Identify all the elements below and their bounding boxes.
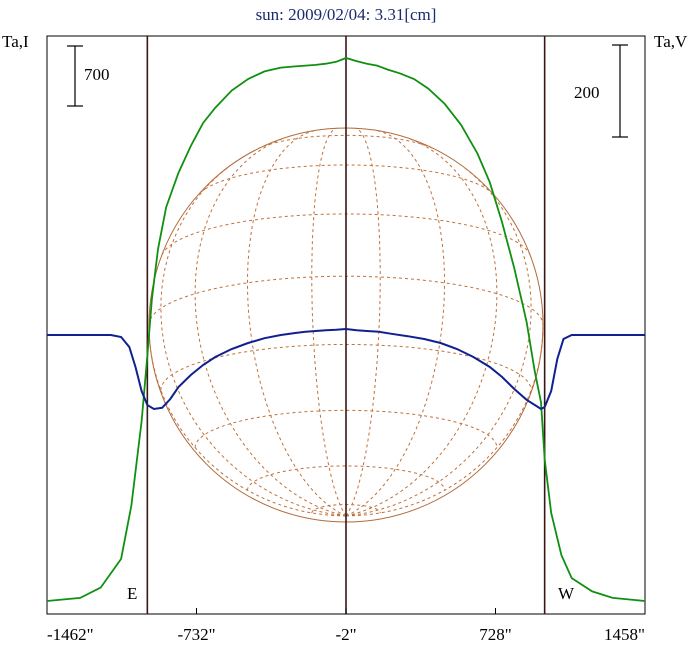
- meridian-line: [345, 127, 381, 517]
- meridian-line: [246, 129, 347, 517]
- x-tick-label: -2": [335, 625, 356, 644]
- meridian-line: [345, 324, 544, 517]
- chart-title: sun: 2009/02/04: 3.31[cm]: [256, 5, 437, 24]
- meridian-line: [311, 127, 347, 517]
- west-limb-label: W: [558, 584, 575, 603]
- meridian-line: [345, 129, 446, 517]
- right-scale-bar: 200: [574, 44, 628, 138]
- meridian-line: [345, 165, 532, 517]
- parallel-line: [247, 465, 445, 491]
- meridian-line: [148, 324, 347, 517]
- right-scale-bar-label: 200: [574, 83, 600, 102]
- left-axis-label: Ta,I: [2, 32, 29, 51]
- x-tick-label: -732": [177, 625, 215, 644]
- x-tick-label: 1458": [604, 625, 645, 644]
- meridian-line: [345, 137, 498, 517]
- meridian-line: [194, 137, 347, 517]
- right-axis-label: Ta,V: [654, 32, 688, 51]
- parallel-line: [194, 409, 498, 448]
- x-tick-label: -1462": [47, 625, 94, 644]
- left-scale-bar: 700: [67, 45, 110, 107]
- east-limb-label: E: [127, 584, 137, 603]
- x-tick-label: 728": [479, 625, 511, 644]
- series-line-I: [46, 57, 646, 602]
- left-scale-bar-label: 700: [84, 65, 110, 84]
- series-line-V: [47, 327, 645, 411]
